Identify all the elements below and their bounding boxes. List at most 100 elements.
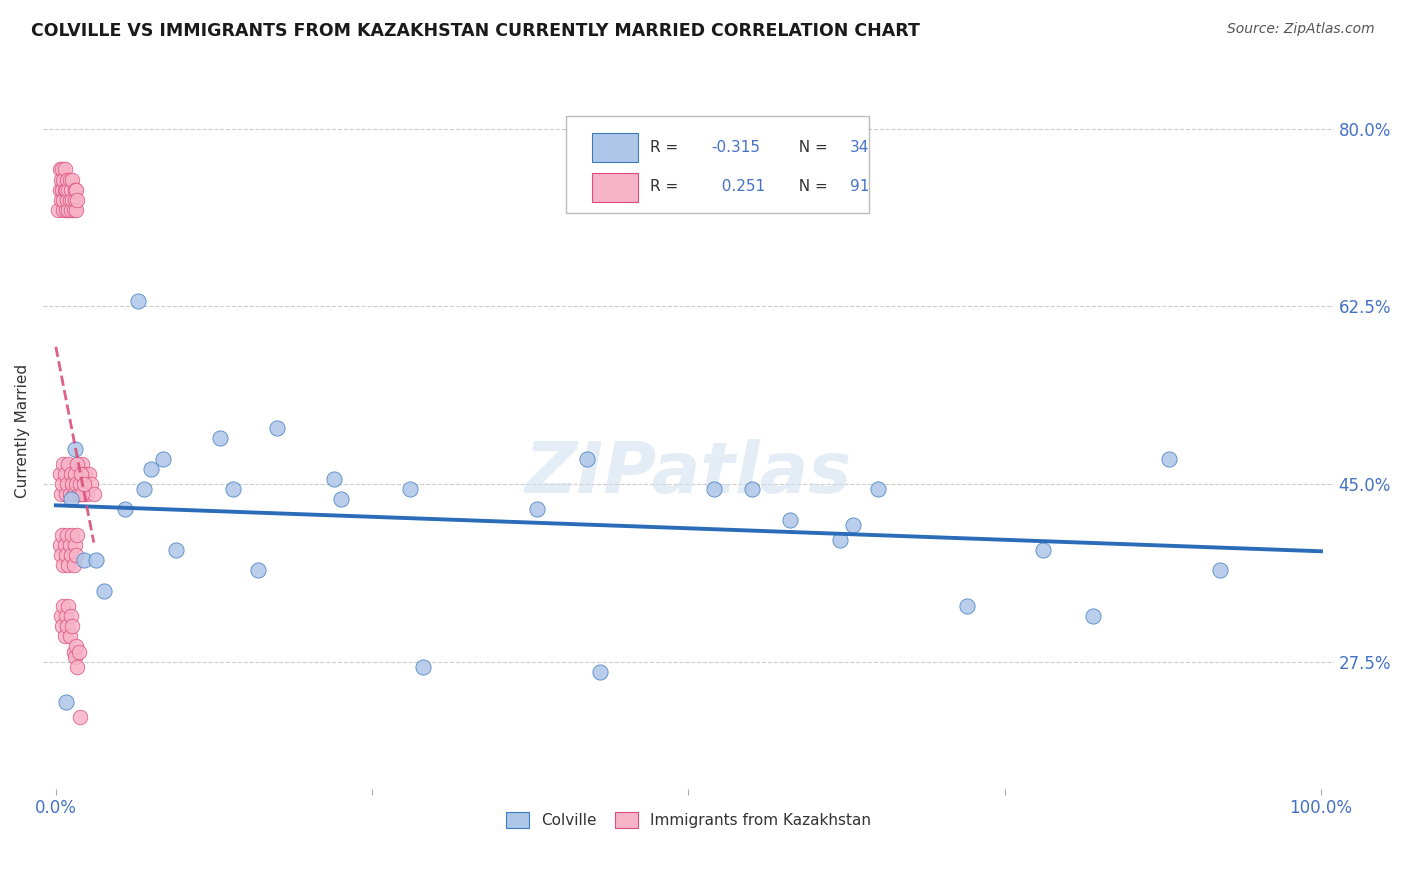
Point xyxy=(60,528,83,542)
Point xyxy=(66,528,89,542)
Point xyxy=(52,202,75,217)
Point xyxy=(139,462,162,476)
Point xyxy=(66,457,89,471)
Point xyxy=(868,482,890,496)
Point xyxy=(956,599,979,613)
Point xyxy=(55,695,77,709)
Point xyxy=(76,487,98,501)
Point xyxy=(60,492,83,507)
Point xyxy=(62,644,84,658)
Point xyxy=(1159,451,1181,466)
Point xyxy=(48,538,70,552)
Point xyxy=(49,487,72,501)
Point xyxy=(63,467,86,481)
Point xyxy=(63,183,86,197)
Point xyxy=(247,563,270,577)
Point xyxy=(55,609,77,624)
Point xyxy=(52,193,75,207)
Text: N =: N = xyxy=(789,139,832,154)
Point xyxy=(49,172,72,186)
Point xyxy=(62,558,84,573)
Y-axis label: Currently Married: Currently Married xyxy=(15,364,30,498)
Point xyxy=(59,172,82,186)
Point xyxy=(56,619,79,633)
Point xyxy=(53,183,76,197)
Text: R =: R = xyxy=(650,179,683,194)
Point xyxy=(63,649,86,664)
Point xyxy=(222,482,245,496)
Point xyxy=(73,487,96,501)
Point xyxy=(55,487,77,501)
Point xyxy=(60,183,83,197)
Point xyxy=(56,477,79,491)
Text: 91: 91 xyxy=(849,179,869,194)
Point xyxy=(842,517,865,532)
Point xyxy=(1209,563,1232,577)
Point xyxy=(53,162,76,177)
Point xyxy=(59,487,82,501)
Point xyxy=(86,553,108,567)
Point xyxy=(53,467,76,481)
Point xyxy=(70,467,93,481)
Point xyxy=(134,482,156,496)
Text: ZIPatlas: ZIPatlas xyxy=(524,439,852,508)
Point xyxy=(65,183,87,197)
Point xyxy=(69,710,91,724)
Point xyxy=(63,538,86,552)
Point xyxy=(329,492,352,507)
Point xyxy=(589,665,612,679)
Point xyxy=(576,451,599,466)
Point xyxy=(779,512,801,526)
Point xyxy=(127,294,149,309)
Point xyxy=(60,548,83,562)
Point xyxy=(49,609,72,624)
Point xyxy=(67,487,90,501)
Point xyxy=(48,162,70,177)
Point xyxy=(51,619,73,633)
Point xyxy=(55,183,77,197)
Point xyxy=(209,431,232,445)
Point xyxy=(72,457,94,471)
Point xyxy=(67,644,90,658)
Point xyxy=(60,609,83,624)
Point xyxy=(58,202,80,217)
Point xyxy=(83,487,105,501)
Point xyxy=(60,467,83,481)
Point xyxy=(58,183,80,197)
Point xyxy=(53,629,76,643)
Point xyxy=(830,533,852,547)
Point xyxy=(62,487,84,501)
Point xyxy=(1083,609,1105,624)
Point xyxy=(67,487,90,501)
Point xyxy=(65,548,87,562)
FancyBboxPatch shape xyxy=(592,134,638,162)
Point xyxy=(56,528,79,542)
Point xyxy=(59,629,82,643)
Point xyxy=(69,467,91,481)
Point xyxy=(56,172,79,186)
Point xyxy=(48,467,70,481)
Point xyxy=(51,528,73,542)
Point xyxy=(266,421,288,435)
Point xyxy=(93,583,115,598)
Point xyxy=(49,548,72,562)
Point xyxy=(63,193,86,207)
Point xyxy=(70,477,93,491)
Point xyxy=(73,553,96,567)
Text: COLVILLE VS IMMIGRANTS FROM KAZAKHSTAN CURRENTLY MARRIED CORRELATION CHART: COLVILLE VS IMMIGRANTS FROM KAZAKHSTAN C… xyxy=(31,22,920,40)
Point xyxy=(1032,543,1054,558)
Point xyxy=(73,477,96,491)
Legend: Colville, Immigrants from Kazakhstan: Colville, Immigrants from Kazakhstan xyxy=(499,806,877,835)
Text: Source: ZipAtlas.com: Source: ZipAtlas.com xyxy=(1227,22,1375,37)
Text: 34: 34 xyxy=(849,139,869,154)
Point xyxy=(65,640,87,654)
Point xyxy=(73,467,96,481)
Point xyxy=(77,467,100,481)
Point xyxy=(59,193,82,207)
Text: -0.315: -0.315 xyxy=(711,139,761,154)
Point xyxy=(323,472,346,486)
Point xyxy=(62,202,84,217)
Point xyxy=(49,193,72,207)
Point xyxy=(55,548,77,562)
Point xyxy=(63,442,86,456)
